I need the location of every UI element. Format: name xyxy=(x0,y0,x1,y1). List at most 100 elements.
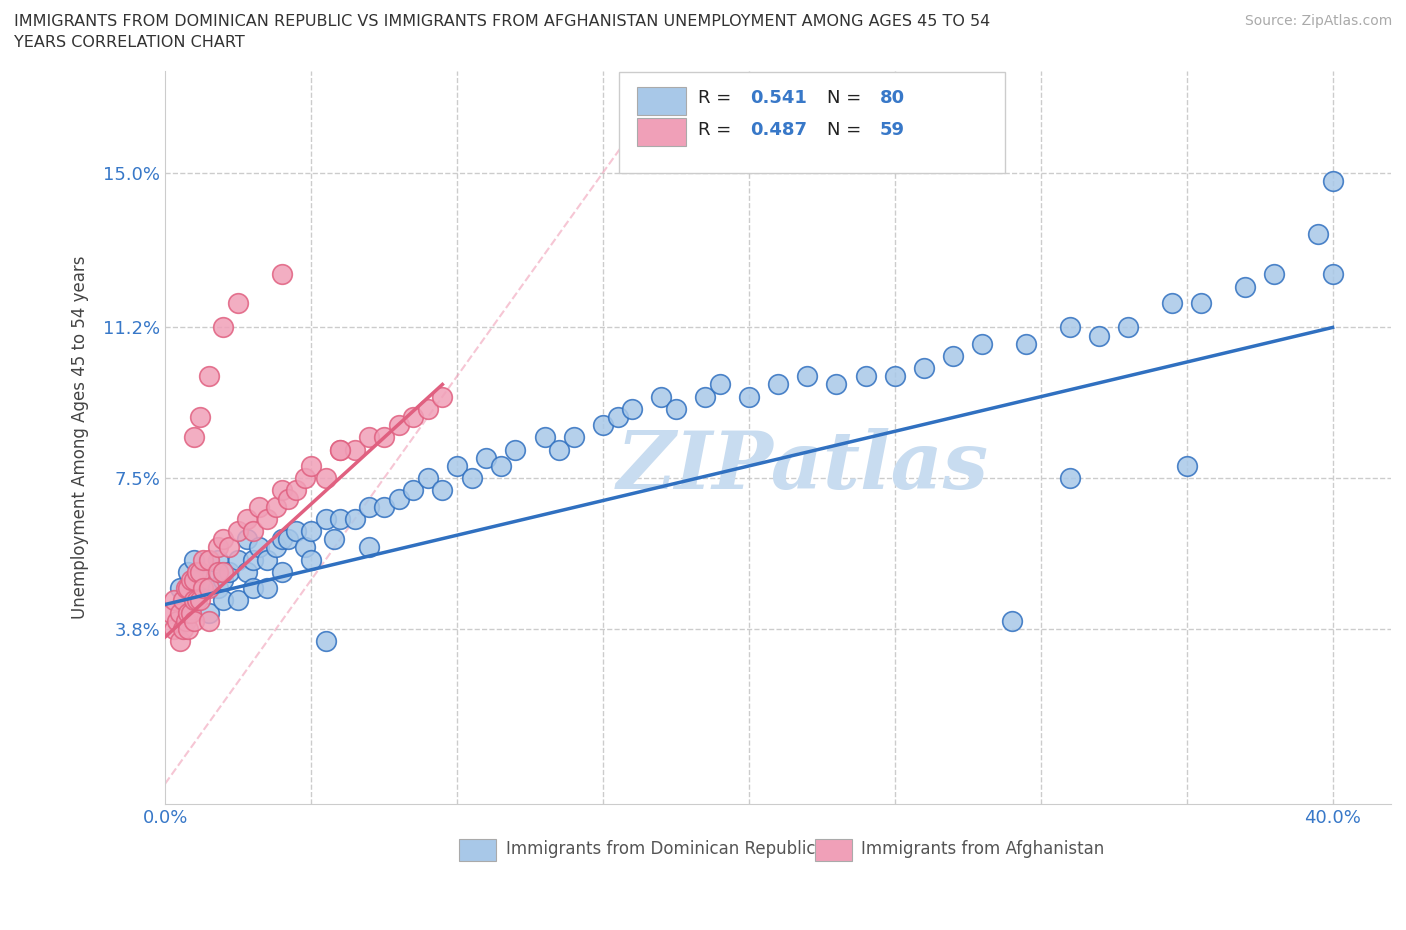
Point xyxy=(207,580,229,595)
Point xyxy=(373,430,395,445)
Point xyxy=(183,593,205,608)
Point xyxy=(329,512,352,526)
Point xyxy=(264,540,287,555)
Point xyxy=(169,580,191,595)
FancyBboxPatch shape xyxy=(460,839,496,860)
Point xyxy=(226,593,249,608)
Point xyxy=(277,532,299,547)
FancyBboxPatch shape xyxy=(619,73,1005,174)
Point xyxy=(160,605,183,620)
Text: 0.487: 0.487 xyxy=(749,121,807,140)
Point xyxy=(299,524,322,538)
Point xyxy=(183,430,205,445)
Point xyxy=(359,430,381,445)
Point xyxy=(174,580,197,595)
Point xyxy=(766,377,789,392)
Point xyxy=(270,483,292,498)
Point xyxy=(236,565,259,579)
Point xyxy=(212,593,235,608)
Point xyxy=(256,552,278,567)
Point xyxy=(242,580,264,595)
Point xyxy=(207,540,229,555)
Point xyxy=(163,621,186,636)
Point xyxy=(186,565,208,579)
Point xyxy=(505,442,527,457)
Point xyxy=(1306,226,1329,241)
Point xyxy=(183,573,205,588)
Text: 0.541: 0.541 xyxy=(749,89,807,107)
Point xyxy=(191,580,214,595)
Point xyxy=(270,267,292,282)
Point xyxy=(285,524,308,538)
Point xyxy=(693,390,716,405)
Point xyxy=(650,390,672,405)
Text: Immigrants from Afghanistan: Immigrants from Afghanistan xyxy=(862,840,1105,857)
Point xyxy=(172,593,194,608)
Point xyxy=(738,390,761,405)
Point xyxy=(212,532,235,547)
Text: YEARS CORRELATION CHART: YEARS CORRELATION CHART xyxy=(14,35,245,50)
Point xyxy=(242,524,264,538)
Point xyxy=(236,512,259,526)
Point xyxy=(264,499,287,514)
Point xyxy=(218,565,240,579)
Point xyxy=(475,450,498,465)
Point xyxy=(247,540,270,555)
Point xyxy=(198,605,221,620)
Point xyxy=(188,573,211,588)
Point xyxy=(180,573,202,588)
Point xyxy=(359,499,381,514)
Point xyxy=(562,430,585,445)
Point xyxy=(188,593,211,608)
Point xyxy=(236,532,259,547)
Point xyxy=(343,512,366,526)
Point xyxy=(183,613,205,628)
Point xyxy=(299,552,322,567)
Point xyxy=(270,565,292,579)
Point xyxy=(329,442,352,457)
Point xyxy=(388,491,411,506)
Point xyxy=(183,552,205,567)
Point xyxy=(315,512,337,526)
Point xyxy=(489,458,512,473)
Point xyxy=(460,471,482,485)
Point xyxy=(1015,337,1038,352)
Text: R =: R = xyxy=(699,121,737,140)
Point xyxy=(169,605,191,620)
Point xyxy=(180,605,202,620)
Point xyxy=(1161,296,1184,311)
Point xyxy=(212,573,235,588)
Point xyxy=(207,552,229,567)
Point xyxy=(285,483,308,498)
Point xyxy=(592,418,614,432)
Point xyxy=(402,483,425,498)
Point xyxy=(299,458,322,473)
Point xyxy=(256,512,278,526)
Text: IMMIGRANTS FROM DOMINICAN REPUBLIC VS IMMIGRANTS FROM AFGHANISTAN UNEMPLOYMENT A: IMMIGRANTS FROM DOMINICAN REPUBLIC VS IM… xyxy=(14,14,990,29)
Point xyxy=(1175,458,1198,473)
Point xyxy=(212,320,235,335)
Point xyxy=(198,552,221,567)
Point xyxy=(218,540,240,555)
Point xyxy=(177,580,200,595)
Point xyxy=(373,499,395,514)
Point xyxy=(294,471,316,485)
Point xyxy=(416,471,439,485)
Point xyxy=(177,621,200,636)
Point xyxy=(163,593,186,608)
Point xyxy=(188,409,211,424)
Point xyxy=(1322,173,1344,188)
Point xyxy=(1322,267,1344,282)
Y-axis label: Unemployment Among Ages 45 to 54 years: Unemployment Among Ages 45 to 54 years xyxy=(72,256,89,619)
Point xyxy=(198,580,221,595)
Point xyxy=(172,621,194,636)
Point xyxy=(277,491,299,506)
Point xyxy=(315,471,337,485)
Point xyxy=(665,104,688,119)
Point xyxy=(548,442,571,457)
Point xyxy=(432,390,454,405)
Point xyxy=(912,361,935,376)
Point xyxy=(1234,279,1257,294)
Point xyxy=(1088,328,1111,343)
Point xyxy=(402,409,425,424)
